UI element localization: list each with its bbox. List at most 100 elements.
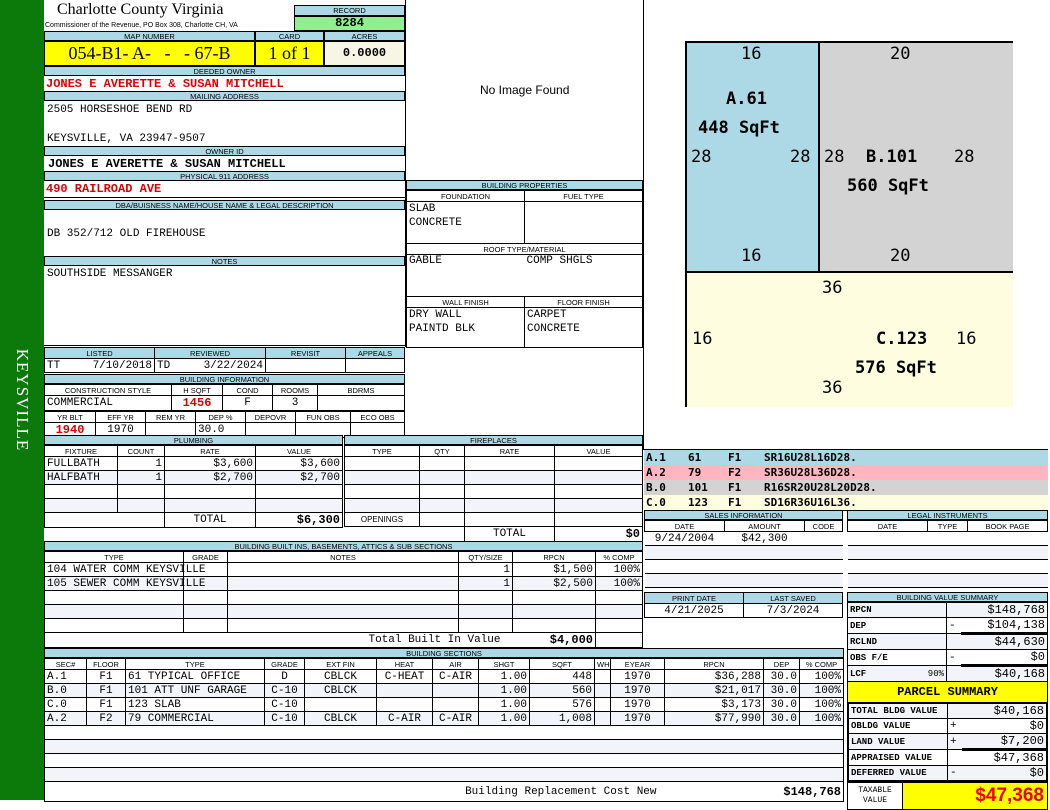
no-image-text: No Image Found [480, 83, 570, 97]
table-row: C.0 F1 123 SLAB C-10 1.00 576 1970 $3,173 30.0 10… [44, 697, 844, 712]
section-cell: 1.00 [478, 711, 530, 726]
column-header: VALUE [554, 445, 643, 457]
table-row: LCF 90% $40,168 [847, 665, 1048, 682]
parcel-summary-title: PARCEL SUMMARY [848, 682, 1047, 703]
parcel-summary-operator: - [947, 765, 962, 781]
appeals-label: APPEALS [345, 347, 405, 359]
table-row: RCLND $44,630 [847, 633, 1048, 650]
replacement-cost-label: Building Replacement Cost New [432, 781, 665, 802]
sales-cell [724, 545, 805, 560]
column-header: YR BLT [44, 411, 96, 423]
section-cell [376, 697, 433, 712]
lcf-percent: 90% [927, 668, 944, 679]
built-in-cell [44, 590, 184, 605]
table-row [44, 725, 844, 740]
table-row [847, 559, 1048, 574]
plumbing-cell: $3,600 [164, 456, 256, 471]
built-in-cell [595, 590, 643, 605]
plumbing-cell: 1 [117, 470, 165, 485]
dim-label: 16 [741, 246, 762, 266]
built-in-cell [512, 590, 596, 605]
table-row [44, 590, 643, 605]
legend-path: SR16U28L16D28. [764, 451, 857, 464]
column-header: SQFT [529, 658, 595, 670]
value-summary-operator [946, 665, 961, 682]
column-header: % COMP [799, 658, 844, 670]
table-row [44, 767, 844, 782]
legend-row: B.0 101 F1 R16SR20U28L20D28. [644, 480, 1048, 495]
column-headers: FIXTURE COUNT RATE VALUE [44, 445, 343, 457]
section-cell: 61 TYPICAL OFFICE [125, 669, 265, 684]
column-header: NOTES [227, 551, 459, 563]
column-header: RATE [464, 445, 555, 457]
section-cell: 1.00 [478, 669, 530, 684]
table-row [644, 573, 843, 588]
last-saved: 7/3/2024 [743, 603, 843, 618]
parcel-summary-value: $40,168 [961, 703, 1047, 719]
built-in-cell [183, 618, 228, 633]
column-header: GRADE [264, 658, 305, 670]
section-cell: CBLCK [304, 683, 377, 698]
section-cell: F1 [86, 697, 126, 712]
floor-finish-1: CARPET [527, 309, 567, 321]
foundation-2: CONCRETE [409, 217, 462, 229]
acres-label: ACRES [324, 31, 405, 41]
built-in-cell [183, 576, 228, 591]
legend-floor: F2 [728, 466, 742, 479]
section-cell: 100% [799, 669, 844, 684]
section-cell: 1,008 [529, 711, 595, 726]
office-address: Commissioner of the Revenue, PO Box 308,… [45, 22, 238, 29]
listing-table: LISTED REVIEWED REVISIT APPEALS TT 7/10/2018… [44, 347, 405, 373]
fireplaces-total: $0 [554, 526, 643, 542]
table-row [344, 456, 643, 471]
building-info-title: BUILDING INFORMATION [44, 374, 405, 384]
record-label: RECORD [294, 5, 405, 16]
parcel-summary-value: $0 [961, 718, 1047, 734]
value-summary-title: BUILDING VALUE SUMMARY [847, 592, 1048, 602]
area-label: C.123 [876, 329, 928, 349]
reviewed-label: REVIEWED [154, 347, 266, 359]
physical-address-label: PHYSICAL 911 ADDRESS [44, 171, 405, 181]
parcel-summary-operator: + [947, 718, 962, 734]
column-header: % COMP [595, 551, 643, 563]
print-date: 4/21/2025 [644, 603, 744, 618]
record-number: 8284 [294, 16, 405, 31]
roof-label: ROOF TYPE/MATERIAL [406, 243, 643, 255]
legend-sec: A.1 [646, 451, 666, 464]
column-headers: TYPE QTY RATE VALUE [344, 445, 643, 457]
section-cell: 30.0 [763, 697, 800, 712]
section-cell: A.2 [44, 711, 87, 726]
built-in-cell [183, 590, 228, 605]
county-title: Charlotte County Virginia [57, 1, 224, 18]
table-row: A.1 F1 61 TYPICAL OFFICE D CBLCK C-HEAT C-AIR 1… [44, 669, 844, 684]
legend-floor: F1 [728, 481, 742, 494]
plumbing-cell [117, 484, 165, 499]
value-summary-operator [946, 602, 961, 618]
legal-cell [847, 559, 928, 574]
plumbing-total-label: TOTAL [164, 512, 256, 528]
deeded-owner: JONES E AVERETTE & SUSAN MITCHELL [46, 77, 284, 91]
listed-label: LISTED [44, 347, 155, 359]
column-header: BOOK PAGE [967, 520, 1048, 532]
section-cell: C-10 [264, 711, 305, 726]
section-cell [594, 711, 611, 726]
table-row [44, 604, 643, 619]
value-summary-operator [946, 633, 961, 650]
parcel-summary-value: $7,200 [961, 733, 1047, 751]
legal-instruments: LEGAL INSTRUMENTS DATE TYPE BOOK PAGE [847, 510, 1048, 588]
sales-cell [644, 559, 725, 574]
table-row [344, 498, 643, 513]
section-cell [594, 683, 611, 698]
column-header: SHGT [478, 658, 530, 670]
value-summary-value: $44,630 [960, 633, 1048, 650]
building-value-summary: BUILDING VALUE SUMMARY RPCN $148,768 DEP - $… [847, 592, 1048, 682]
map-number-label: MAP NUMBER [44, 31, 255, 41]
listed-by: TT [47, 359, 61, 372]
table-row [344, 470, 643, 485]
legend-sec: A.2 [646, 466, 666, 479]
column-header: DEP % [195, 411, 246, 423]
plumbing-title: PLUMBING [44, 435, 343, 445]
built-in-cell: 105 SEWER COMM KEYSVILLE [44, 576, 205, 591]
built-in-cell: 104 WATER COMM KEYSVILLE [44, 562, 205, 577]
built-in-cell: 1 [458, 576, 513, 591]
